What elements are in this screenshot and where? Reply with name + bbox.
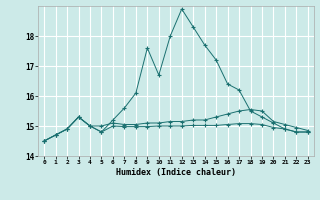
X-axis label: Humidex (Indice chaleur): Humidex (Indice chaleur) <box>116 168 236 177</box>
